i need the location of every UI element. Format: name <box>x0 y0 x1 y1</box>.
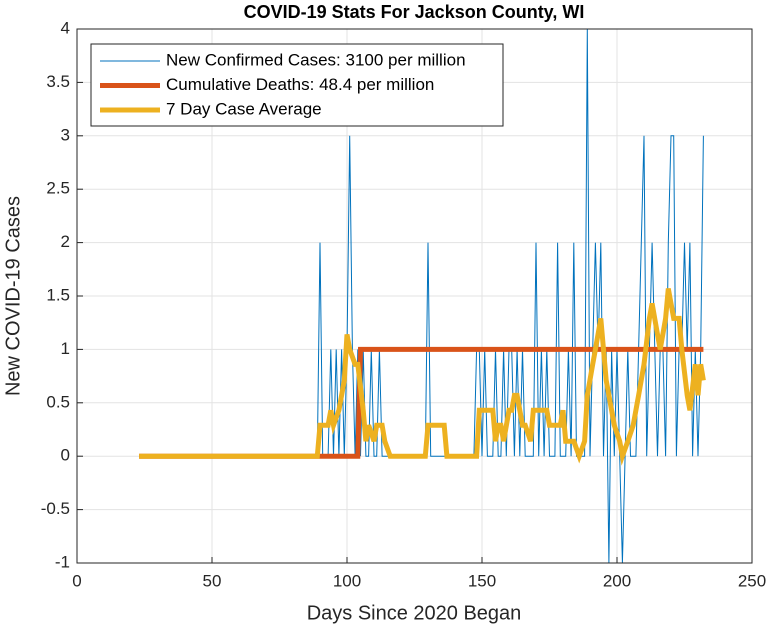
legend-label: New Confirmed Cases: 3100 per million <box>166 50 466 69</box>
x-tick-label: 50 <box>203 571 222 590</box>
y-tick-label: 1 <box>61 339 70 358</box>
y-tick-label: 3 <box>61 125 70 144</box>
x-tick-label: 200 <box>603 571 631 590</box>
legend: New Confirmed Cases: 3100 per million Cum… <box>90 43 504 127</box>
legend-label: Cumulative Deaths: 48.4 per million <box>166 75 434 94</box>
y-tick-label: 0 <box>61 446 70 465</box>
chart-title: COVID-19 Stats For Jackson County, WI <box>244 2 585 22</box>
x-tick-label: 150 <box>468 571 496 590</box>
lines <box>139 29 706 563</box>
y-tick-label: -1 <box>55 552 70 571</box>
y-tick-label: -0.5 <box>41 499 70 518</box>
y-tick-label: 1.5 <box>46 285 70 304</box>
y-tick-label: 3.5 <box>46 72 70 91</box>
ticks: 0 50 100 150 200 250 -1 -0.5 0 0.5 1 1.5 2 2.5 3 3.5 4 <box>41 18 766 590</box>
x-tick-label: 100 <box>333 571 361 590</box>
x-tick-label: 250 <box>738 571 766 590</box>
x-axis-label: Days Since 2020 Began <box>307 602 522 624</box>
y-tick-label: 2 <box>61 232 70 251</box>
y-tick-label: 0.5 <box>46 392 70 411</box>
x-tick-label: 0 <box>72 571 81 590</box>
legend-label: 7 Day Case Average <box>166 99 322 118</box>
y-tick-label: 4 <box>61 18 70 37</box>
y-tick-label: 2.5 <box>46 179 70 198</box>
y-axis-label: New COVID-19 Cases <box>2 196 24 396</box>
series-line <box>139 288 706 466</box>
